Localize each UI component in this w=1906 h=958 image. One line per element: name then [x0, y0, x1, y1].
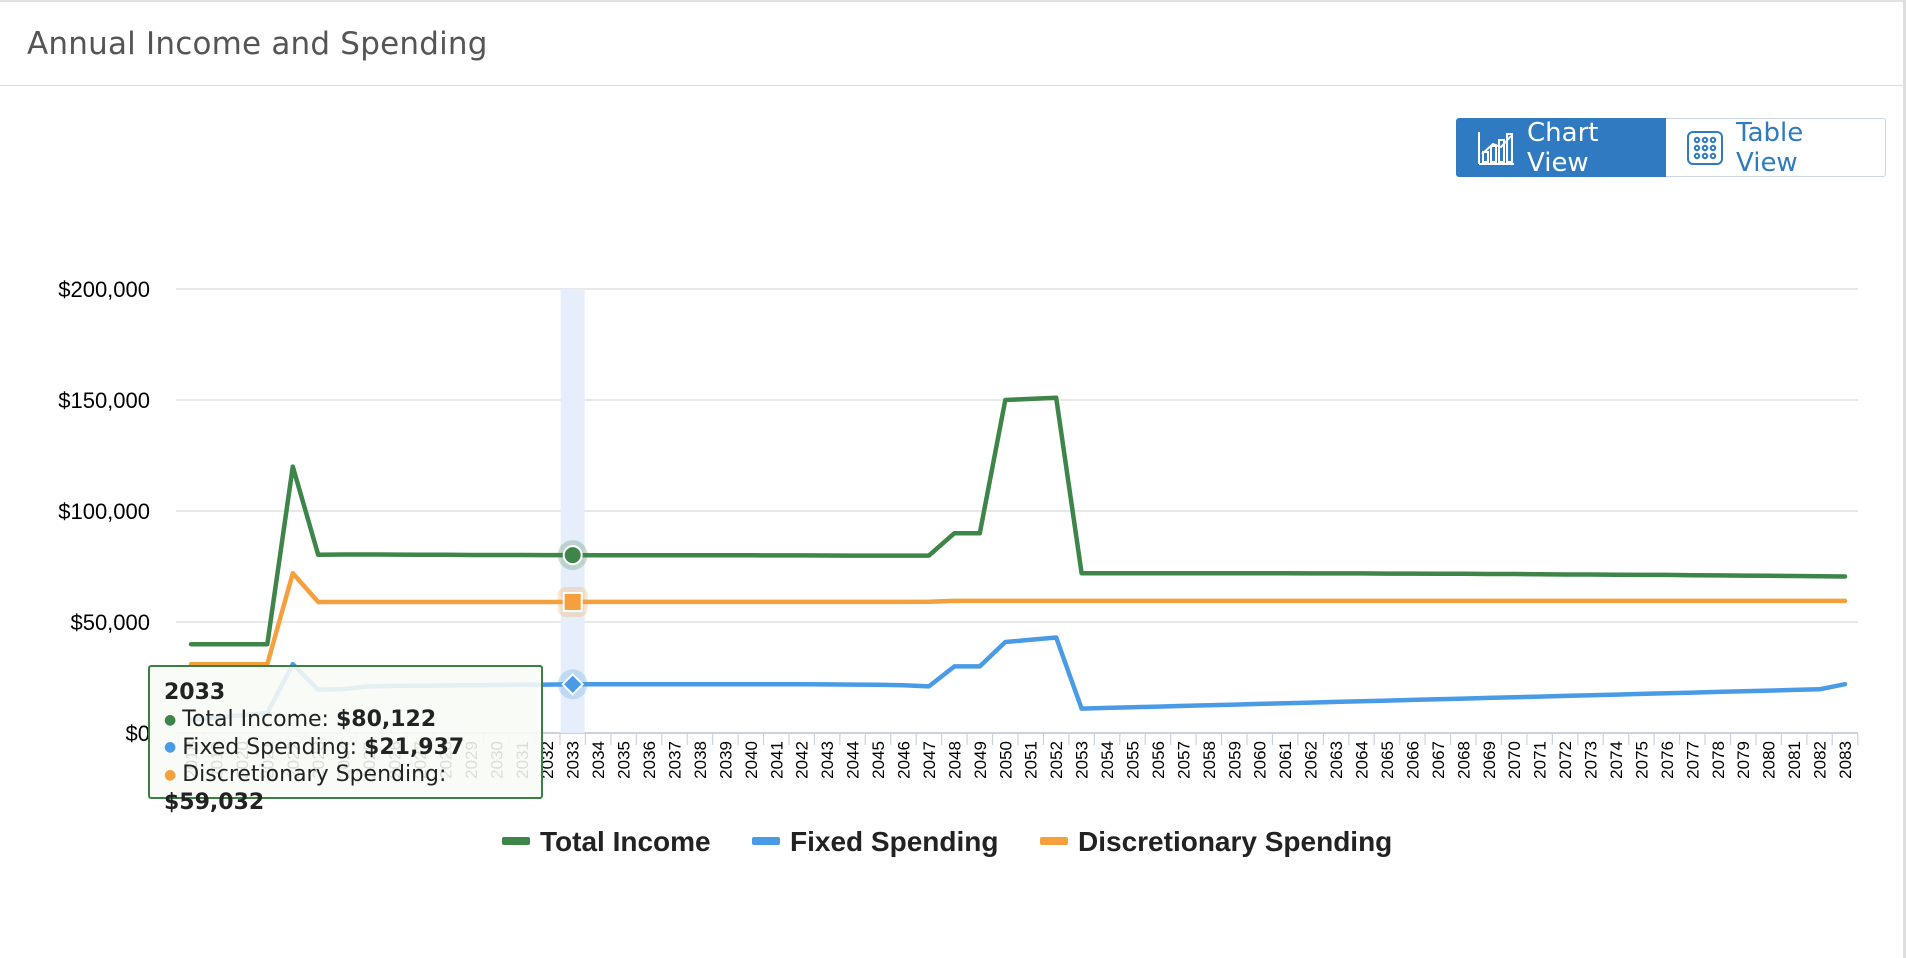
x-tick-label: 2045	[869, 741, 888, 779]
x-tick-label: 2052	[1047, 741, 1066, 779]
marker-fixed-spending	[561, 672, 585, 696]
view-toggle: Chart View Table View	[1456, 117, 1886, 178]
legend-swatch	[752, 837, 780, 845]
x-tick-label: 2055	[1124, 741, 1143, 779]
tooltip-row-income: ● Total Income: $80,122	[164, 706, 527, 734]
legend-swatch	[502, 837, 530, 845]
bar-chart-icon	[1478, 131, 1514, 165]
tooltip-row-fixed: ● Fixed Spending: $21,937	[164, 734, 527, 762]
legend-label: Fixed Spending	[790, 826, 998, 857]
x-tick-label: 2046	[894, 741, 913, 779]
y-tick-label: $150,000	[58, 388, 150, 413]
x-tick-label: 2054	[1098, 741, 1117, 779]
chart-view-label: Chart View	[1527, 117, 1599, 178]
x-tick-label: 2072	[1556, 741, 1575, 779]
series-line-discretionary-spending	[188, 570, 1848, 667]
x-tick-label: 2040	[742, 741, 761, 779]
x-tick-label: 2069	[1480, 741, 1499, 779]
marker-total-income	[562, 545, 583, 566]
x-tick-label: 2048	[945, 741, 964, 779]
x-tick-label: 2079	[1734, 741, 1753, 779]
x-tick-label: 2077	[1683, 741, 1702, 779]
tooltip-label: Discretionary Spending:	[182, 762, 447, 787]
tooltip-value: $21,937	[364, 734, 465, 760]
tooltip-row-discretionary: ● Discretionary Spending: $59,032	[164, 761, 527, 816]
income-dot-icon: ●	[164, 711, 177, 728]
tooltip-label: Total Income:	[182, 707, 329, 732]
highlight-band-group	[560, 289, 585, 733]
x-tick-label: 2073	[1582, 741, 1601, 779]
tooltip-year: 2033	[164, 680, 226, 705]
y-tick-label: $200,000	[58, 277, 150, 302]
tooltip-value: $59,032	[164, 789, 265, 815]
x-tick-label: 2062	[1302, 741, 1321, 779]
x-tick-label: 2057	[1174, 741, 1193, 779]
x-tick-label: 2034	[589, 741, 608, 779]
x-tick-label: 2074	[1607, 741, 1626, 779]
x-tick-label: 2049	[971, 741, 990, 779]
tooltip-value: $80,122	[335, 707, 437, 732]
x-tick-label: 2053	[1073, 741, 1092, 779]
panel-header: Annual Income and Spending	[0, 0, 1906, 86]
x-tick-label: 2066	[1403, 741, 1422, 779]
tooltip-label: Fixed Spending:	[182, 734, 358, 760]
x-tick-label: 2067	[1429, 741, 1448, 779]
legend: Total Income Fixed Spending Discretionary …	[502, 826, 1392, 857]
marker-discretionary-spending	[562, 591, 583, 612]
x-tick-label: 2081	[1785, 741, 1804, 779]
discretionary-dot-icon: ●	[164, 766, 177, 783]
x-tick-label: 2051	[1022, 741, 1041, 779]
table-view-label: Table View	[1736, 117, 1804, 178]
x-tick-label: 2064	[1353, 741, 1372, 779]
x-tick-label: 2058	[1200, 741, 1219, 779]
x-tick-label: 2033	[564, 741, 583, 779]
table-view-button[interactable]: Table View	[1666, 117, 1886, 178]
x-tick-label: 2041	[767, 741, 786, 779]
hover-markers	[557, 540, 588, 700]
x-tick-label: 2083	[1836, 741, 1855, 779]
legend-label: Discretionary Spending	[1078, 826, 1392, 857]
x-tick-label: 2047	[920, 741, 939, 779]
legend-swatch	[1040, 837, 1068, 845]
x-tick-label: 2068	[1454, 741, 1473, 779]
y-tick-label: $0	[126, 721, 150, 746]
x-tick-label: 2056	[1149, 741, 1168, 779]
x-tick-label: 2082	[1811, 741, 1830, 779]
x-tick-label: 2043	[818, 741, 837, 779]
x-tick-label: 2039	[716, 741, 735, 779]
fixed-dot-icon: ●	[164, 739, 177, 755]
x-tick-label: 2050	[996, 741, 1015, 779]
x-tick-label: 2060	[1251, 741, 1270, 779]
highlight-band	[560, 289, 585, 733]
scrollbar[interactable]	[1903, 0, 1906, 958]
x-tick-label: 2038	[691, 741, 710, 779]
x-tick-label: 2065	[1378, 741, 1397, 779]
panel-title: Annual Income and Spending	[27, 26, 488, 62]
y-tick-label: $50,000	[70, 610, 150, 635]
x-tick-label: 2063	[1327, 741, 1346, 779]
x-tick-label: 2070	[1505, 741, 1524, 779]
y-tick-label: $100,000	[58, 499, 150, 524]
grid-icon	[1687, 130, 1723, 165]
x-tick-label: 2035	[615, 741, 634, 779]
chart-view-button[interactable]: Chart View	[1456, 117, 1666, 178]
x-tick-label: 2071	[1531, 741, 1550, 779]
x-tick-label: 2076	[1658, 741, 1677, 779]
x-tick-label: 2037	[665, 741, 684, 779]
x-tick-label: 2042	[793, 741, 812, 779]
y-axis-labels: $0 $50,000 $100,000 $150,000 $200,000	[58, 277, 150, 746]
x-tick-label: 2044	[844, 741, 863, 779]
x-tick-label: 2036	[640, 741, 659, 779]
series-line-total-income	[188, 395, 1848, 647]
x-tick-label: 2059	[1225, 741, 1244, 779]
legend-label: Total Income	[540, 826, 711, 857]
x-tick-label: 2080	[1760, 741, 1779, 779]
x-tick-label: 2075	[1632, 741, 1651, 779]
x-tick-label: 2061	[1276, 741, 1295, 779]
tooltip: 2033 ● Total Income: $80,122 ● Fixed Spend…	[148, 665, 543, 815]
x-tick-label: 2078	[1709, 741, 1728, 779]
